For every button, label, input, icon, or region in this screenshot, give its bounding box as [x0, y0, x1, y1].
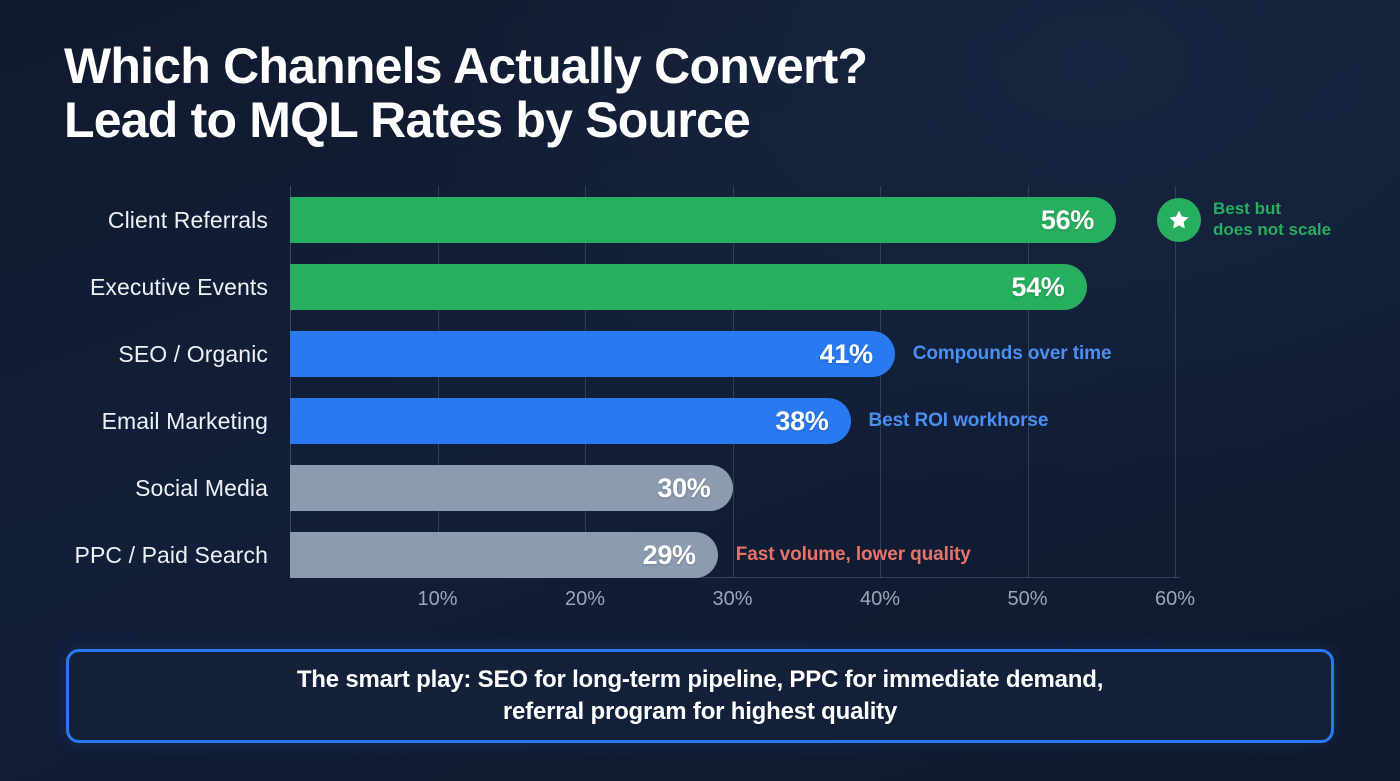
category-label: Social Media [135, 474, 268, 501]
best-badge: Best but does not scale [1157, 197, 1331, 243]
title-line-2: Lead to MQL Rates by Source [64, 91, 751, 148]
category-label: PPC / Paid Search [74, 541, 268, 568]
y-axis-line [290, 186, 291, 578]
bar-annotation: Best ROI workhorse [868, 410, 1049, 431]
bar-social-media[interactable]: 30% [290, 465, 733, 511]
chart-row: PPC / Paid Search 29% Fast volume, lower q… [0, 532, 1400, 578]
gridline-20 [585, 186, 586, 578]
chart-row: Email Marketing 38% Best ROI workhorse [0, 398, 1400, 444]
bar-value-label: 38% [775, 405, 829, 436]
category-label: Client Referrals [107, 206, 268, 233]
bar-client-referrals[interactable]: 56% [290, 197, 1116, 243]
x-tick-label: 30% [712, 588, 753, 610]
category-label: Executive Events [89, 273, 268, 300]
star-icon [1157, 198, 1201, 242]
bar-ppc-paid-search[interactable]: 29% [290, 532, 718, 578]
page-title: Which Channels Actually Convert? Lead to… [64, 38, 1064, 148]
chart-row: Client Referrals 56% Best but does not sca… [0, 197, 1400, 243]
footer-callout: The smart play: SEO for long-term pipeli… [66, 649, 1334, 743]
bar-chart: Client Referrals 56% Best but does not sca… [0, 178, 1400, 588]
x-tick-label: 20% [564, 588, 606, 610]
gridline-10 [437, 186, 439, 578]
title-line-1: Which Channels Actually Convert? [64, 38, 868, 94]
x-tick-label: 60% [1154, 588, 1196, 610]
gridline-30 [732, 186, 734, 578]
bar-value-label: 56% [1040, 204, 1094, 235]
x-axis-line [290, 577, 1180, 578]
bar-annotation: Fast volume, lower quality [735, 544, 971, 565]
category-label: SEO / Organic [118, 340, 268, 367]
callout-line-1: The smart play: SEO for long-term pipeli… [296, 666, 1104, 694]
bar-executive-events[interactable]: 54% [290, 264, 1087, 310]
badge-text: Best but does not scale [1213, 199, 1332, 239]
bar-seo-organic[interactable]: 41% [290, 331, 895, 377]
category-label: Email Marketing [101, 407, 268, 434]
chart-row: Social Media 30% [0, 465, 1400, 511]
bar-value-label: 30% [657, 472, 711, 503]
bar-value-label: 54% [1011, 271, 1065, 302]
bar-value-label: 41% [819, 338, 873, 369]
bar-email-marketing[interactable]: 38% [290, 398, 851, 444]
bar-value-label: 29% [642, 539, 696, 570]
chart-row: Executive Events 54% [0, 264, 1400, 310]
bar-annotation: Compounds over time [912, 343, 1112, 364]
gridline-50 [1027, 186, 1029, 578]
chart-row: SEO / Organic 41% Compounds over time [0, 331, 1400, 377]
callout-line-2: referral program for highest quality [502, 698, 898, 725]
gridline-40 [880, 186, 881, 578]
x-tick-label: 50% [1007, 588, 1048, 610]
x-axis-ticks: 10% 20% 30% 40% 50% 60% [290, 588, 1195, 622]
x-tick-label: 10% [417, 588, 458, 610]
gridline-60 [1175, 186, 1176, 578]
plot-area [290, 186, 1180, 578]
x-tick-label: 40% [859, 588, 901, 610]
